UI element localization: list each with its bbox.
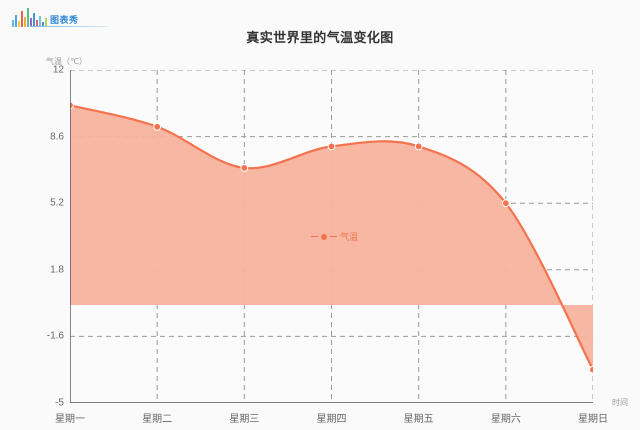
x-tick-label[interactable]: 星期三 <box>229 414 260 425</box>
legend-item-label: 气温 <box>340 232 359 242</box>
series-area <box>70 105 593 370</box>
y-tick-label: 12 <box>52 64 64 76</box>
series-svg <box>70 70 593 403</box>
logo-underline <box>30 26 108 27</box>
y-tick-label: 1.8 <box>50 264 64 276</box>
plot-area <box>70 70 593 403</box>
y-tick-label: -5 <box>55 397 64 409</box>
x-tick-label[interactable]: 星期一 <box>55 414 85 425</box>
bar-chart-logo-icon <box>12 8 47 27</box>
x-tick-label[interactable]: 星期二 <box>142 414 173 425</box>
data-point <box>153 122 162 131</box>
x-tick-label[interactable]: 星期日 <box>578 414 608 425</box>
brand-name: 图表秀 <box>50 15 79 25</box>
legend-line-icon-right <box>330 236 337 237</box>
data-point <box>414 142 423 151</box>
x-tick-label[interactable]: 星期四 <box>316 414 347 425</box>
y-axis-title: 气温（℃） <box>46 57 87 66</box>
data-point <box>240 164 249 172</box>
x-axis-title: 时间 <box>612 398 628 407</box>
legend[interactable]: 气温 <box>311 230 358 243</box>
brand-logo[interactable]: 图表秀 <box>12 8 79 27</box>
y-tick-label: 8.6 <box>50 131 64 143</box>
page-title: 真实世界里的气温变化图 <box>246 30 394 45</box>
data-point <box>589 365 593 374</box>
y-tick-label: 5.2 <box>50 197 64 209</box>
data-point <box>501 199 510 208</box>
y-tick-label: -1.6 <box>46 330 64 342</box>
data-point <box>70 101 74 110</box>
legend-marker-icon <box>321 233 327 240</box>
data-point <box>327 142 336 151</box>
x-tick-label[interactable]: 星期六 <box>490 414 521 425</box>
legend-line-icon <box>311 236 318 237</box>
x-tick-label[interactable]: 星期五 <box>403 414 434 425</box>
